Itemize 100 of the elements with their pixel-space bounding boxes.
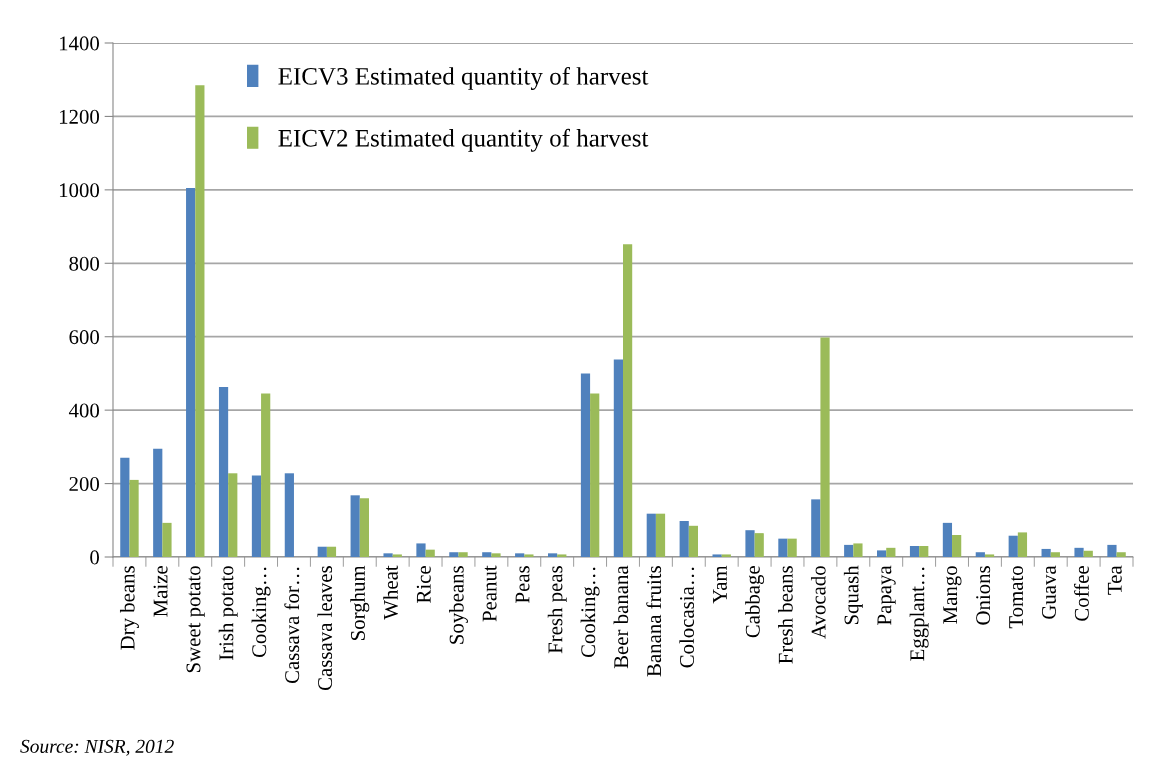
x-tick-label: Guava bbox=[1041, 565, 1056, 619]
bar bbox=[623, 244, 633, 557]
bar bbox=[655, 513, 666, 557]
x-tick-label: Maize bbox=[153, 566, 168, 617]
x-tick-label: Sorghum bbox=[350, 565, 370, 640]
bar bbox=[590, 393, 600, 557]
x-tick-label: Cooking… bbox=[251, 567, 271, 658]
bar bbox=[1050, 552, 1060, 557]
bar bbox=[449, 552, 459, 557]
bar bbox=[482, 552, 492, 557]
x-tick-label: Irish potato bbox=[218, 566, 238, 661]
y-tick-label: 200 bbox=[69, 476, 100, 491]
source-note: Source: NISR, 2012 bbox=[20, 739, 174, 756]
x-tick-label: Dry beans bbox=[119, 566, 139, 650]
legend-label: EICV3 Estimated quantity of harvest bbox=[278, 66, 649, 90]
bar bbox=[195, 85, 205, 557]
x-tick-label: Fresh peas bbox=[547, 566, 567, 654]
x-tick-label: Cooking… bbox=[580, 567, 600, 658]
bar bbox=[646, 513, 656, 557]
x-tick-label: Banana fruits bbox=[646, 566, 662, 677]
x-tick-label: Colocasia… bbox=[679, 567, 695, 668]
bar bbox=[359, 498, 369, 557]
bar bbox=[778, 538, 788, 557]
x-tick-label: Peanut bbox=[482, 565, 497, 622]
bar bbox=[515, 553, 525, 557]
y-tick-label: 800 bbox=[69, 256, 100, 271]
bar bbox=[524, 554, 534, 557]
x-tick-label: Onions bbox=[976, 566, 991, 625]
bar bbox=[383, 553, 393, 557]
bar bbox=[886, 547, 896, 557]
x-tick-label: Beer banana bbox=[613, 565, 629, 669]
bar bbox=[129, 479, 139, 557]
y-tick-label: 1200 bbox=[59, 109, 100, 124]
bar bbox=[228, 473, 238, 557]
y-tick-label: 1000 bbox=[59, 183, 100, 198]
bar bbox=[557, 554, 567, 557]
x-tick-label: Sweet potato bbox=[186, 566, 205, 673]
y-tick-label: 0 bbox=[90, 550, 100, 565]
bar bbox=[392, 554, 402, 557]
bar bbox=[425, 549, 435, 557]
bar bbox=[1008, 535, 1018, 557]
bar bbox=[1041, 548, 1051, 557]
x-tick-label: Tomato bbox=[1009, 566, 1024, 629]
x-tick-label: Coffee bbox=[1073, 566, 1089, 621]
bar bbox=[952, 534, 962, 557]
bar bbox=[820, 337, 830, 557]
bar bbox=[1017, 532, 1028, 557]
bar bbox=[853, 543, 863, 557]
bar bbox=[317, 546, 327, 557]
bar bbox=[251, 475, 262, 557]
x-tick-label: Soybeans bbox=[449, 566, 468, 644]
bar bbox=[613, 359, 623, 557]
bar bbox=[909, 545, 920, 557]
x-tick-label: Wheat bbox=[383, 565, 398, 620]
bar bbox=[721, 554, 731, 557]
bar bbox=[754, 533, 764, 557]
bar bbox=[458, 552, 468, 557]
bar bbox=[1074, 547, 1084, 557]
x-tick-label: Tea bbox=[1107, 565, 1122, 595]
x-tick-label: Cassava leaves bbox=[317, 566, 333, 691]
bar bbox=[547, 553, 558, 557]
bar bbox=[1116, 552, 1126, 557]
bar bbox=[326, 546, 337, 557]
legend-label: EICV2 Estimated quantity of harvest bbox=[278, 128, 649, 152]
bar bbox=[350, 495, 360, 557]
bar bbox=[1107, 544, 1117, 557]
bar bbox=[787, 538, 797, 557]
bar bbox=[984, 554, 995, 557]
bar bbox=[844, 544, 854, 557]
x-tick-label: Cabbage bbox=[745, 566, 765, 638]
x-tick-label: Avocado bbox=[810, 566, 826, 639]
x-tick-label: Peas bbox=[515, 566, 530, 603]
bar bbox=[120, 457, 130, 557]
bar bbox=[491, 553, 501, 557]
bar bbox=[153, 448, 163, 557]
bar bbox=[1083, 550, 1093, 557]
x-tick-label: Fresh beans bbox=[778, 566, 793, 664]
bar bbox=[942, 522, 953, 557]
bar bbox=[218, 387, 229, 557]
bar bbox=[712, 554, 722, 557]
bar bbox=[688, 525, 699, 557]
bar bbox=[919, 545, 929, 557]
bar bbox=[745, 530, 755, 557]
bar bbox=[162, 522, 172, 557]
bar bbox=[679, 521, 689, 557]
y-tick-label: 1400 bbox=[59, 36, 100, 51]
bar bbox=[580, 373, 591, 557]
x-tick-label: Yam bbox=[713, 565, 727, 604]
x-tick-label: Mango bbox=[943, 566, 962, 624]
bar bbox=[284, 473, 294, 557]
bar bbox=[186, 188, 196, 557]
bar bbox=[811, 499, 821, 557]
x-tick-label: Eggplant… bbox=[909, 567, 929, 661]
bar bbox=[877, 550, 887, 557]
x-tick-label: Rice bbox=[416, 566, 431, 603]
bar bbox=[975, 552, 985, 557]
bar bbox=[261, 393, 271, 557]
y-tick-label: 600 bbox=[69, 330, 100, 345]
x-tick-label: Cassava for… bbox=[284, 567, 300, 684]
x-tick-label: Papaya bbox=[877, 565, 896, 625]
